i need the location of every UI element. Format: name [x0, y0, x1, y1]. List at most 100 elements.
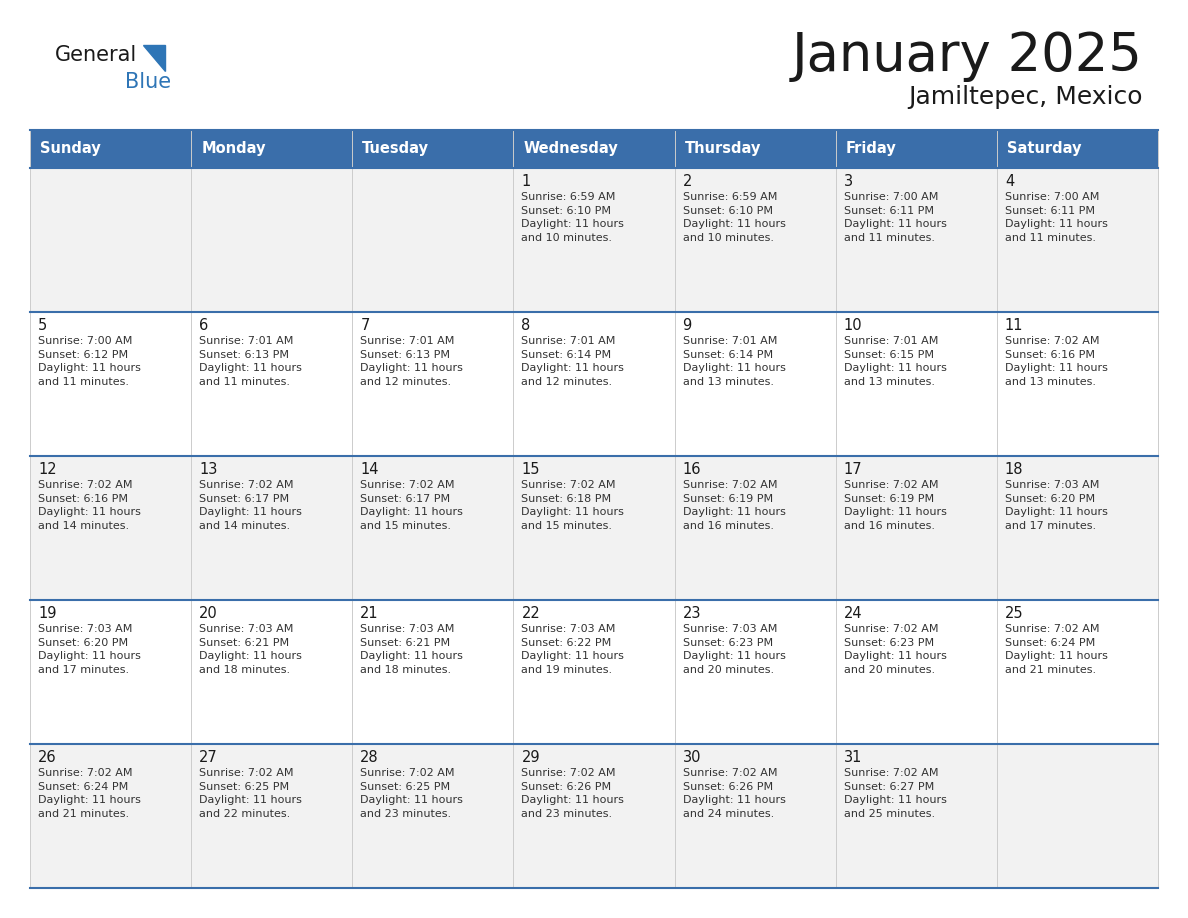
Text: 17: 17 [843, 462, 862, 477]
Text: 10: 10 [843, 318, 862, 333]
Text: 6: 6 [200, 318, 208, 333]
Text: Sunday: Sunday [40, 141, 101, 156]
Text: 7: 7 [360, 318, 369, 333]
Text: Tuesday: Tuesday [362, 141, 429, 156]
Text: Sunrise: 7:00 AM
Sunset: 6:11 PM
Daylight: 11 hours
and 11 minutes.: Sunrise: 7:00 AM Sunset: 6:11 PM Dayligh… [1005, 192, 1107, 242]
Bar [675, 744, 835, 888]
Text: Sunrise: 7:00 AM
Sunset: 6:12 PM
Daylight: 11 hours
and 11 minutes.: Sunrise: 7:00 AM Sunset: 6:12 PM Dayligh… [38, 336, 141, 386]
Text: 31: 31 [843, 750, 862, 765]
Text: 26: 26 [38, 750, 57, 765]
Text: Sunrise: 7:02 AM
Sunset: 6:23 PM
Daylight: 11 hours
and 20 minutes.: Sunrise: 7:02 AM Sunset: 6:23 PM Dayligh… [843, 624, 947, 675]
Bar [513, 744, 675, 888]
Bar [997, 744, 1158, 888]
Text: Sunrise: 7:01 AM
Sunset: 6:14 PM
Daylight: 11 hours
and 12 minutes.: Sunrise: 7:01 AM Sunset: 6:14 PM Dayligh… [522, 336, 625, 386]
Text: Sunrise: 7:01 AM
Sunset: 6:13 PM
Daylight: 11 hours
and 12 minutes.: Sunrise: 7:01 AM Sunset: 6:13 PM Dayligh… [360, 336, 463, 386]
Text: 11: 11 [1005, 318, 1023, 333]
Text: 25: 25 [1005, 606, 1024, 621]
Bar [191, 600, 353, 744]
Text: Wednesday: Wednesday [524, 141, 618, 156]
Text: 3: 3 [843, 174, 853, 189]
Bar [353, 600, 513, 744]
Text: 22: 22 [522, 606, 541, 621]
Bar [675, 600, 835, 744]
Text: Sunrise: 7:02 AM
Sunset: 6:27 PM
Daylight: 11 hours
and 25 minutes.: Sunrise: 7:02 AM Sunset: 6:27 PM Dayligh… [843, 768, 947, 819]
Bar [835, 312, 997, 456]
Bar [835, 168, 997, 312]
Text: 4: 4 [1005, 174, 1015, 189]
Bar [191, 168, 353, 312]
Bar [675, 312, 835, 456]
Text: 13: 13 [200, 462, 217, 477]
Text: Blue: Blue [125, 72, 171, 92]
Text: Saturday: Saturday [1007, 141, 1081, 156]
Bar [675, 456, 835, 600]
Bar [353, 456, 513, 600]
Text: Sunrise: 7:03 AM
Sunset: 6:21 PM
Daylight: 11 hours
and 18 minutes.: Sunrise: 7:03 AM Sunset: 6:21 PM Dayligh… [360, 624, 463, 675]
Text: 18: 18 [1005, 462, 1023, 477]
Bar [30, 456, 191, 600]
Text: Sunrise: 7:02 AM
Sunset: 6:25 PM
Daylight: 11 hours
and 22 minutes.: Sunrise: 7:02 AM Sunset: 6:25 PM Dayligh… [200, 768, 302, 819]
Bar [353, 312, 513, 456]
Bar [675, 168, 835, 312]
Bar [513, 130, 675, 168]
Text: January 2025: January 2025 [792, 30, 1143, 82]
Text: Sunrise: 7:02 AM
Sunset: 6:16 PM
Daylight: 11 hours
and 13 minutes.: Sunrise: 7:02 AM Sunset: 6:16 PM Dayligh… [1005, 336, 1107, 386]
Text: General: General [55, 45, 138, 65]
Text: Sunrise: 7:01 AM
Sunset: 6:15 PM
Daylight: 11 hours
and 13 minutes.: Sunrise: 7:01 AM Sunset: 6:15 PM Dayligh… [843, 336, 947, 386]
Text: 12: 12 [38, 462, 57, 477]
Text: 19: 19 [38, 606, 57, 621]
Bar [997, 312, 1158, 456]
Bar [191, 744, 353, 888]
Text: 9: 9 [683, 318, 691, 333]
Text: Friday: Friday [846, 141, 897, 156]
Text: 8: 8 [522, 318, 531, 333]
Bar [30, 168, 191, 312]
Text: 27: 27 [200, 750, 217, 765]
Text: 16: 16 [683, 462, 701, 477]
Bar [30, 600, 191, 744]
Bar [997, 600, 1158, 744]
Bar [835, 600, 997, 744]
Bar [30, 744, 191, 888]
Text: Thursday: Thursday [684, 141, 762, 156]
Text: 2: 2 [683, 174, 691, 189]
Text: Sunrise: 7:00 AM
Sunset: 6:11 PM
Daylight: 11 hours
and 11 minutes.: Sunrise: 7:00 AM Sunset: 6:11 PM Dayligh… [843, 192, 947, 242]
Text: Sunrise: 7:02 AM
Sunset: 6:18 PM
Daylight: 11 hours
and 15 minutes.: Sunrise: 7:02 AM Sunset: 6:18 PM Dayligh… [522, 480, 625, 531]
Polygon shape [143, 45, 165, 71]
Text: Sunrise: 7:02 AM
Sunset: 6:24 PM
Daylight: 11 hours
and 21 minutes.: Sunrise: 7:02 AM Sunset: 6:24 PM Dayligh… [38, 768, 141, 819]
Bar [835, 744, 997, 888]
Text: Sunrise: 7:02 AM
Sunset: 6:17 PM
Daylight: 11 hours
and 14 minutes.: Sunrise: 7:02 AM Sunset: 6:17 PM Dayligh… [200, 480, 302, 531]
Text: Sunrise: 7:02 AM
Sunset: 6:26 PM
Daylight: 11 hours
and 24 minutes.: Sunrise: 7:02 AM Sunset: 6:26 PM Dayligh… [683, 768, 785, 819]
Text: 23: 23 [683, 606, 701, 621]
Bar [835, 456, 997, 600]
Text: 1: 1 [522, 174, 531, 189]
Bar [353, 168, 513, 312]
Text: Sunrise: 7:02 AM
Sunset: 6:17 PM
Daylight: 11 hours
and 15 minutes.: Sunrise: 7:02 AM Sunset: 6:17 PM Dayligh… [360, 480, 463, 531]
Text: Sunrise: 7:03 AM
Sunset: 6:20 PM
Daylight: 11 hours
and 17 minutes.: Sunrise: 7:03 AM Sunset: 6:20 PM Dayligh… [1005, 480, 1107, 531]
Text: Sunrise: 7:03 AM
Sunset: 6:22 PM
Daylight: 11 hours
and 19 minutes.: Sunrise: 7:03 AM Sunset: 6:22 PM Dayligh… [522, 624, 625, 675]
Text: Sunrise: 7:03 AM
Sunset: 6:21 PM
Daylight: 11 hours
and 18 minutes.: Sunrise: 7:03 AM Sunset: 6:21 PM Dayligh… [200, 624, 302, 675]
Bar [30, 312, 191, 456]
Text: Sunrise: 7:02 AM
Sunset: 6:19 PM
Daylight: 11 hours
and 16 minutes.: Sunrise: 7:02 AM Sunset: 6:19 PM Dayligh… [683, 480, 785, 531]
Bar [513, 600, 675, 744]
Bar [353, 744, 513, 888]
Text: 24: 24 [843, 606, 862, 621]
Bar [513, 168, 675, 312]
Text: Jamiltepec, Mexico: Jamiltepec, Mexico [909, 85, 1143, 109]
Text: 15: 15 [522, 462, 539, 477]
Text: Sunrise: 7:03 AM
Sunset: 6:23 PM
Daylight: 11 hours
and 20 minutes.: Sunrise: 7:03 AM Sunset: 6:23 PM Dayligh… [683, 624, 785, 675]
Text: 5: 5 [38, 318, 48, 333]
Text: 21: 21 [360, 606, 379, 621]
Text: Sunrise: 7:02 AM
Sunset: 6:16 PM
Daylight: 11 hours
and 14 minutes.: Sunrise: 7:02 AM Sunset: 6:16 PM Dayligh… [38, 480, 141, 531]
Text: 20: 20 [200, 606, 217, 621]
Bar [191, 130, 353, 168]
Text: 14: 14 [360, 462, 379, 477]
Bar [835, 130, 997, 168]
Bar [513, 312, 675, 456]
Bar [997, 456, 1158, 600]
Text: Sunrise: 7:02 AM
Sunset: 6:24 PM
Daylight: 11 hours
and 21 minutes.: Sunrise: 7:02 AM Sunset: 6:24 PM Dayligh… [1005, 624, 1107, 675]
Text: Sunrise: 7:01 AM
Sunset: 6:13 PM
Daylight: 11 hours
and 11 minutes.: Sunrise: 7:01 AM Sunset: 6:13 PM Dayligh… [200, 336, 302, 386]
Text: Sunrise: 7:03 AM
Sunset: 6:20 PM
Daylight: 11 hours
and 17 minutes.: Sunrise: 7:03 AM Sunset: 6:20 PM Dayligh… [38, 624, 141, 675]
Bar [191, 312, 353, 456]
Text: Monday: Monday [201, 141, 266, 156]
